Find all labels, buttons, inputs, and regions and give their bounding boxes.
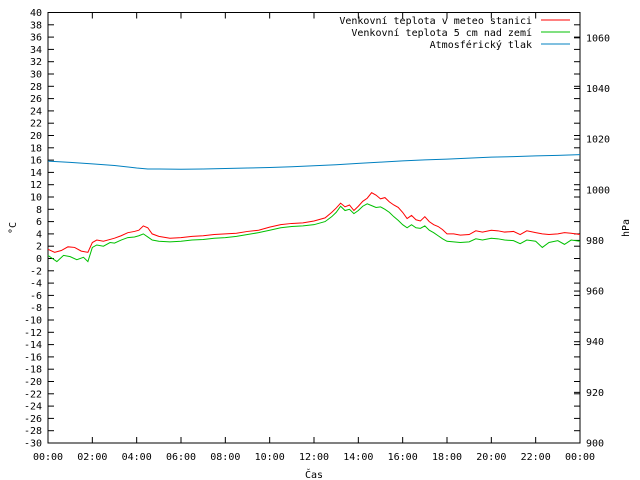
y-left-tick-label: -2 [30,266,42,277]
series-line-2 [47,154,581,170]
x-axis: 00:00 02:00 04:00 06:00 08:00 10:00 12:00 14:00… [33,12,595,463]
x-tick-label: 22:00 [521,452,551,463]
y-left-tick-label: -24 [24,402,42,413]
legend: Venkovní teplota v meteo stanici Venkovn… [339,15,570,51]
y-left-tick-label: 2 [36,242,42,253]
y-right-tick-label: 1060 [586,33,610,44]
plot-frame [47,12,581,444]
x-tick-label: 10:00 [255,452,285,463]
x-tick-label: 12:00 [299,452,329,463]
y-left-tick-label: 28 [30,82,42,93]
y-left-tick-label: 22 [30,119,42,130]
x-tick-label: 20:00 [476,452,506,463]
y-left-tick-label: -8 [30,303,42,314]
y-left-tick-label: 10 [30,193,42,204]
x-tick-label: 06:00 [166,452,196,463]
y-left-tick-label: -18 [24,365,42,376]
y-left-tick-label: 36 [30,33,42,44]
y-left-tick-label: -6 [30,291,42,302]
y-left-tick-label: 4 [36,229,42,240]
y-left-tick-label: 0 [36,254,42,265]
y-left-tick-label: -16 [24,352,42,363]
y-right-axis: 1060 1040 1020 1000 980 960 940 920 900 [574,33,610,450]
y-left-tick-label: 38 [30,20,42,31]
y-left-tick-label: 20 [30,131,42,142]
y-left-tick-label: -26 [24,414,42,425]
y-right-tick-label: 920 [586,388,604,399]
y-left-tick-label: -22 [24,389,42,400]
x-tick-label: 08:00 [210,452,240,463]
y-left-tick-label: 40 [30,8,42,19]
y-right-axis-title: hPa [621,219,632,237]
legend-label-2: Atmosférický tlak [430,39,532,51]
y-left-tick-label: 18 [30,143,42,154]
y-left-tick-label: -30 [24,439,42,450]
y-right-tick-label: 1040 [586,84,610,95]
series-layer [47,154,581,263]
legend-label-0: Venkovní teplota v meteo stanici [339,15,532,27]
x-tick-label: 16:00 [388,452,418,463]
legend-label-1: Venkovní teplota 5 cm nad zemí [351,27,532,39]
y-left-tick-label: 14 [30,168,42,179]
y-left-tick-label: -10 [24,316,42,327]
y-right-tick-label: 1020 [586,135,610,146]
y-left-tick-label: 16 [30,156,42,167]
y-left-tick-label: 34 [30,45,42,56]
series-line-1 [47,203,581,263]
y-left-tick-label: -14 [24,340,42,351]
x-tick-label: 14:00 [343,452,373,463]
series-line-0 [47,192,581,253]
y-left-tick-label: 6 [36,217,42,228]
y-left-tick-label: 26 [30,94,42,105]
x-axis-title: Čas [305,468,323,480]
y-left-tick-label: -4 [30,279,42,290]
y-left-tick-label: 32 [30,57,42,68]
y-right-tick-label: 900 [586,439,604,450]
y-left-tick-label: 8 [36,205,42,216]
y-left-tick-label: 12 [30,180,42,191]
x-tick-label: 04:00 [122,452,152,463]
y-right-tick-label: 980 [586,236,604,247]
x-tick-label: 02:00 [77,452,107,463]
y-left-tick-label: -28 [24,426,42,437]
x-tick-label: 00:00 [565,452,595,463]
y-left-tick-label: -20 [24,377,42,388]
y-right-tick-label: 940 [586,337,604,348]
y-right-tick-label: 1000 [586,185,610,196]
x-tick-label: 18:00 [432,452,462,463]
y-left-axis-title: °C [8,222,19,234]
x-tick-label: 00:00 [33,452,63,463]
y-left-tick-label: 24 [30,106,42,117]
y-left-tick-label: -12 [24,328,42,339]
y-right-tick-label: 960 [586,287,604,298]
y-left-tick-label: 30 [30,70,42,81]
y-left-axis: 4038363432302826242220181614121086420-2-… [24,8,580,450]
